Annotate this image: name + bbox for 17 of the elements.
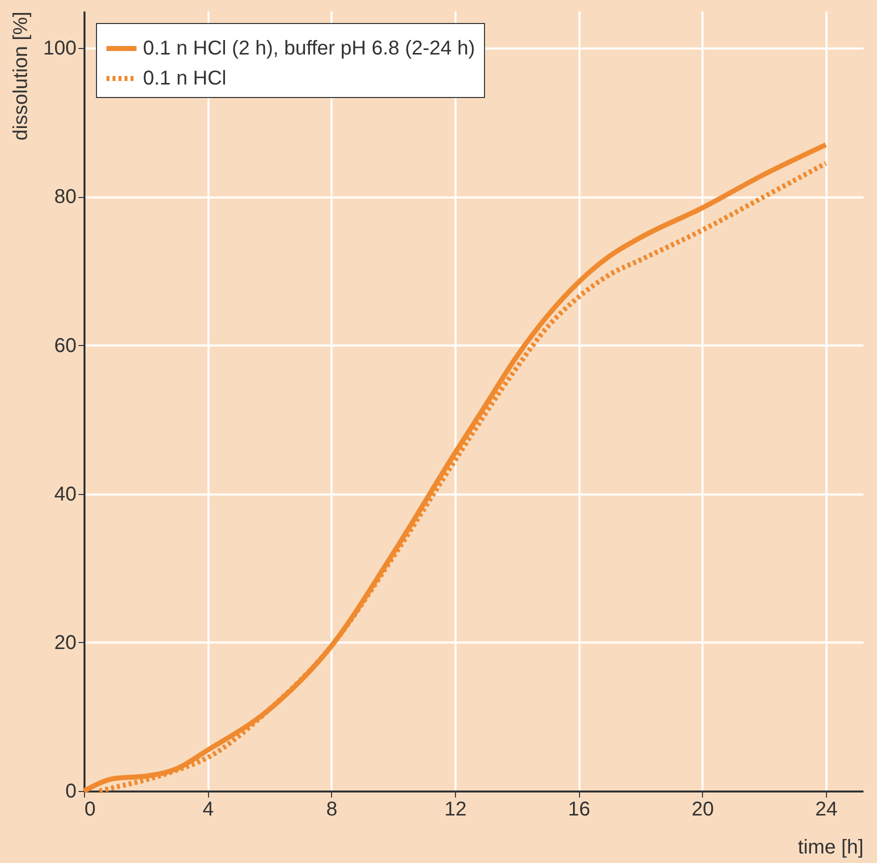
x-tick-label: 0 [84, 798, 96, 820]
y-tick-label: 40 [54, 483, 76, 506]
x-tick-label: 20 [692, 798, 714, 820]
y-tick-label: 0 [65, 780, 76, 802]
y-tick-label: 20 [54, 632, 76, 654]
x-tick-label: 12 [444, 798, 467, 820]
x-axis-title: time [h] [798, 836, 864, 858]
x-tick-label: 4 [202, 798, 214, 820]
y-tick-label: 100 [43, 38, 76, 60]
x-tick-label: 24 [815, 798, 838, 820]
y-axis-title: dissolution [%] [10, 12, 32, 140]
legend-label: 0.1 n HCl [143, 68, 226, 90]
legend-label: 0.1 n HCl (2 h), buffer pH 6.8 (2-24 h) [143, 38, 476, 60]
y-tick-label: 80 [54, 186, 76, 208]
x-tick-label: 8 [326, 798, 338, 820]
y-tick-label: 60 [54, 334, 76, 357]
x-tick-label: 16 [568, 798, 590, 820]
